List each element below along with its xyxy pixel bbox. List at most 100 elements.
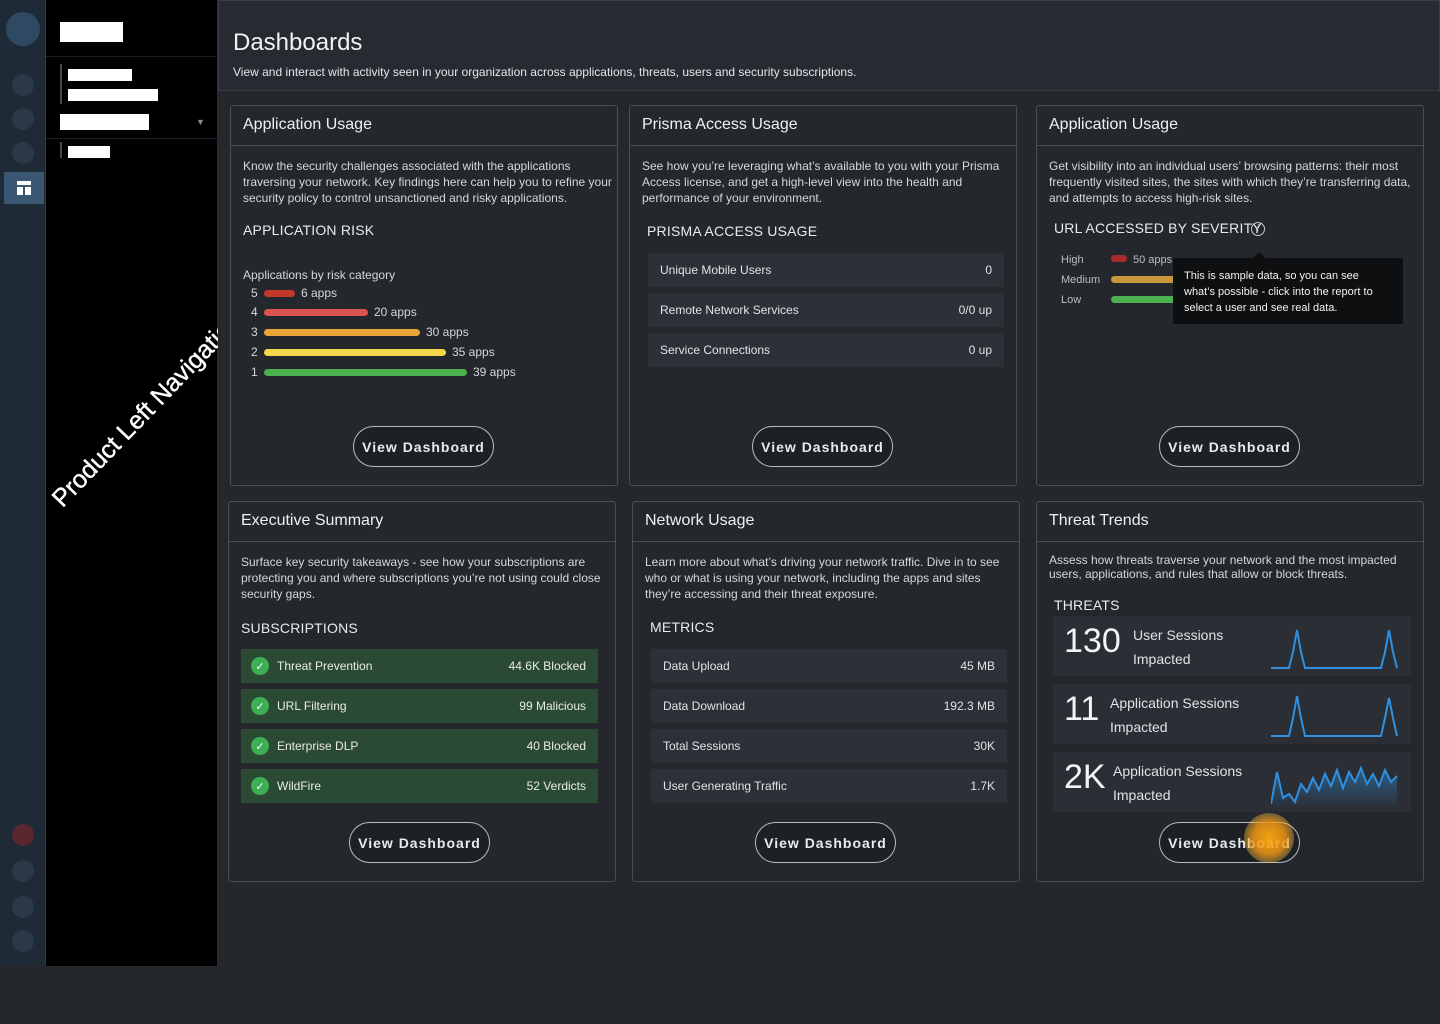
risk-row: 2 35 apps [251, 345, 495, 359]
sample-data-tooltip: This is sample data, so you can see what… [1173, 252, 1403, 324]
alert-icon[interactable] [12, 824, 34, 846]
subscription-row: ✓ Enterprise DLP 40 Blocked [241, 729, 598, 763]
divider [46, 138, 218, 139]
info-icon[interactable]: i [1251, 222, 1265, 236]
threat-value: 130 [1064, 622, 1121, 660]
check-circle-icon: ✓ [251, 777, 269, 795]
footer-area [0, 966, 1440, 1024]
metric-row: User Generating Traffic 1.7K [651, 769, 1007, 803]
risk-bar [264, 289, 295, 297]
threat-value: 11 [1064, 690, 1100, 728]
section-title: THREATS [1054, 597, 1120, 613]
metric-row: Service Connections 0 up [648, 333, 1004, 367]
check-circle-icon: ✓ [251, 737, 269, 755]
card-title: Application Usage [231, 106, 617, 146]
card-description: Learn more about what’s driving your net… [645, 555, 1000, 601]
subscription-row: ✓ Threat Prevention 44.6K Blocked [241, 649, 598, 683]
metric-row: Unique Mobile Users 0 [648, 253, 1004, 287]
nav-rail-icon[interactable] [12, 930, 34, 952]
metric-row: Remote Network Services 0/0 up [648, 293, 1004, 327]
card-description: Get visibility into an individual users’… [1049, 159, 1411, 205]
cursor-highlight [1244, 813, 1294, 863]
sparkline [1271, 695, 1398, 737]
metric-row: Total Sessions 30K [651, 729, 1007, 763]
view-dashboard-button[interactable]: View Dashboard [755, 822, 896, 863]
icon-rail [0, 0, 46, 966]
redacted-block [60, 22, 123, 42]
nav-rail-icon[interactable] [12, 74, 34, 96]
nav-rail-icon[interactable] [12, 860, 34, 882]
card-application-usage: Application Usage Know the security chal… [230, 105, 618, 486]
severity-label: Medium [1061, 274, 1101, 286]
nav-rail-icon[interactable] [12, 142, 34, 164]
metric-row: Data Upload 45 MB [651, 649, 1007, 683]
section-title: METRICS [650, 619, 715, 635]
view-dashboard-button[interactable]: View Dashboard [353, 426, 494, 467]
nav-item[interactable] [68, 146, 110, 158]
severity-value: 50 apps [1133, 254, 1173, 266]
risk-row: 3 30 apps [251, 325, 469, 339]
view-dashboard-button[interactable]: View Dashboard [752, 426, 893, 467]
threat-value: 2K [1064, 758, 1106, 796]
threat-metric: 130 User Sessions Impacted [1053, 616, 1411, 676]
risk-bar [264, 328, 420, 336]
card-threat-trends: Threat Trends Assess how threats travers… [1036, 501, 1424, 882]
chevron-down-icon[interactable]: ▼ [196, 117, 205, 127]
card-application-usage-users: Application Usage Get visibility into an… [1036, 105, 1424, 486]
card-executive-summary: Executive Summary Surface key security t… [228, 501, 616, 882]
logo-icon [6, 12, 40, 46]
page-title: Dashboards [233, 29, 363, 56]
nav-rail-icon[interactable] [12, 108, 34, 130]
metric-row: Data Download 192.3 MB [651, 689, 1007, 723]
sparkline [1271, 765, 1398, 808]
subscription-row: ✓ WildFire 52 Verdicts [241, 769, 598, 803]
nav-rail-icon[interactable] [12, 896, 34, 918]
dashboard-icon[interactable] [4, 172, 44, 204]
threat-label: Application Sessions Impacted [1110, 695, 1240, 735]
risk-bar [264, 348, 446, 356]
risk-bar [264, 368, 467, 376]
card-description: Assess how threats traverse your network… [1049, 553, 1397, 581]
nav-indicator [60, 64, 62, 104]
risk-label: Applications by risk category [243, 268, 396, 282]
view-dashboard-button[interactable]: View Dashboard [1159, 426, 1300, 467]
section-title: SUBSCRIPTIONS [241, 620, 358, 636]
card-network-usage: Network Usage Learn more about what’s dr… [632, 501, 1020, 882]
threat-metric: 11 Application Sessions Impacted [1053, 684, 1411, 744]
section-title: URL ACCESSED BY SEVERITY [1054, 220, 1262, 236]
card-description: Know the security challenges associated … [243, 159, 612, 205]
nav-item[interactable] [68, 89, 158, 101]
threat-label: User Sessions Impacted [1133, 627, 1224, 667]
card-title: Application Usage [1037, 106, 1423, 146]
severity-bar-high [1111, 255, 1127, 262]
section-title: APPLICATION RISK [243, 222, 375, 238]
severity-bar-medium [1111, 276, 1181, 283]
card-title: Prisma Access Usage [630, 106, 1016, 146]
view-dashboard-button[interactable]: View Dashboard [349, 822, 490, 863]
subscription-row: ✓ URL Filtering 99 Malicious [241, 689, 598, 723]
card-title: Threat Trends [1037, 502, 1423, 542]
card-description: Surface key security takeaways - see how… [241, 555, 601, 601]
risk-bar [264, 308, 368, 316]
threat-label: Application Sessions Impacted [1113, 763, 1243, 803]
risk-row: 1 39 apps [251, 365, 516, 379]
severity-bar-low [1111, 296, 1181, 303]
check-circle-icon: ✓ [251, 657, 269, 675]
page-header: Dashboards View and interact with activi… [218, 0, 1440, 91]
nav-item[interactable] [68, 69, 132, 81]
nav-indicator [60, 142, 62, 158]
page-subtitle: View and interact with activity seen in … [233, 65, 857, 79]
card-description: See how you’re leveraging what’s availab… [642, 159, 1000, 205]
card-title: Executive Summary [229, 502, 615, 542]
threat-metric: 2K Application Sessions Impacted [1053, 752, 1411, 812]
check-circle-icon: ✓ [251, 697, 269, 715]
card-prisma-access-usage: Prisma Access Usage See how you’re lever… [629, 105, 1017, 486]
product-left-navigation: ▼ [46, 0, 218, 966]
risk-row: 4 20 apps [251, 305, 417, 319]
severity-label: High [1061, 254, 1084, 266]
nav-item[interactable] [60, 114, 149, 130]
sparkline [1271, 629, 1398, 669]
section-title: PRISMA ACCESS USAGE [647, 223, 818, 239]
main-content: Dashboards View and interact with activi… [218, 0, 1440, 966]
